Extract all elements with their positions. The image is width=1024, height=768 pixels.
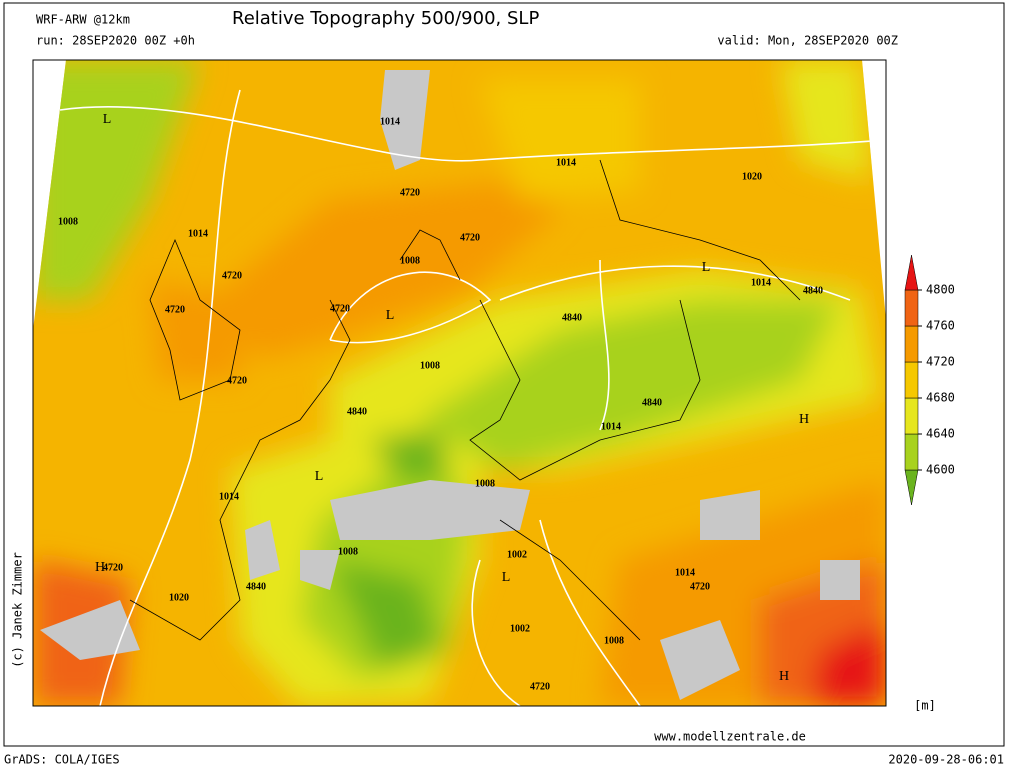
borders — [129, 159, 801, 641]
colorbar-low — [904, 469, 919, 506]
title: Relative Topography 500/900, SLP — [232, 8, 539, 29]
contour-label: 4720 — [460, 232, 480, 243]
colorbar-swatch — [904, 397, 919, 435]
contour-label: 1008 — [400, 255, 420, 266]
colorbar-tick-label: 4680 — [926, 391, 955, 405]
pressure-center: H — [779, 669, 789, 684]
colorbar-tick-label: 4800 — [926, 283, 955, 297]
colorbar-tick-label: 4640 — [926, 427, 955, 441]
model: WRF-ARW @12km — [36, 13, 130, 27]
colorbar-tick-label: 4760 — [926, 319, 955, 333]
contour-label: 4720 — [530, 681, 550, 692]
unit: [m] — [914, 699, 936, 713]
map-frame — [32, 59, 887, 707]
contour-label: 4720 — [165, 304, 185, 315]
contour-label: 1014 — [380, 116, 400, 127]
colorbar-tick-label: 4720 — [926, 355, 955, 369]
valid: valid: Mon, 28SEP2020 00Z — [717, 34, 898, 48]
colorbar-swatch — [904, 361, 919, 399]
contour-label: 4720 — [690, 581, 710, 592]
contour-label: 1014 — [675, 567, 695, 578]
contour-label: 4720 — [227, 375, 247, 386]
colorbar: 4600 4640 4680 4720 4760 4800 — [904, 254, 955, 506]
contour-label: 4720 — [222, 270, 242, 281]
contour-label: 4720 — [103, 562, 123, 573]
copyright: (c) Janek Zimmer — [11, 552, 25, 668]
contour-label: 1014 — [751, 277, 771, 288]
contour-label: 4720 — [400, 187, 420, 198]
contour-label: 1008 — [58, 216, 78, 227]
contour-label: 1008 — [604, 635, 624, 646]
pressure-center: L — [315, 469, 324, 484]
pressure-center: L — [502, 570, 511, 585]
contour-label: 4840 — [347, 406, 367, 417]
contour-label: 1014 — [188, 228, 208, 239]
contour-label: 1020 — [169, 592, 189, 603]
contour-label: 1008 — [420, 360, 440, 371]
contour-label: 1002 — [510, 623, 530, 634]
contour-label: 1008 — [338, 546, 358, 557]
pressure-center: L — [386, 308, 395, 323]
colorbar-swatch — [904, 289, 919, 327]
contour-label: 4840 — [642, 397, 662, 408]
contour-label: 4720 — [330, 303, 350, 314]
run: run: 28SEP2020 00Z +0h — [36, 34, 195, 48]
colorbar-high — [904, 254, 919, 291]
colorbar-tick-label: 4600 — [926, 463, 955, 477]
contours — [59, 89, 886, 706]
contour-label: 1014 — [556, 157, 576, 168]
contour-label: 4840 — [803, 285, 823, 296]
pressure-center: L — [103, 112, 112, 127]
pressure-center: L — [702, 260, 711, 275]
contour-label: 4840 — [562, 312, 582, 323]
timestamp: 2020-09-28-06:01 — [888, 753, 1004, 767]
contour-label: 1014 — [219, 491, 239, 502]
contour-label: 1002 — [507, 549, 527, 560]
contour-label: 1020 — [742, 171, 762, 182]
pressure-center: H — [95, 560, 105, 575]
colorbar-swatch — [904, 433, 919, 471]
contour-label: 4840 — [246, 581, 266, 592]
software: GrADS: COLA/IGES — [4, 753, 120, 767]
map-field — [33, 60, 886, 706]
contour-label: 1014 — [601, 421, 621, 432]
map-labels: L 1014 1014 1020 1008 1014 4720 4720 1008 4720 L 10… — [58, 112, 823, 692]
website: www.modellzentrale.de — [654, 730, 806, 744]
page-frame — [3, 2, 1005, 747]
colorbar-swatch — [904, 325, 919, 363]
contour-label: 1008 — [475, 478, 495, 489]
pressure-center: H — [799, 412, 809, 427]
